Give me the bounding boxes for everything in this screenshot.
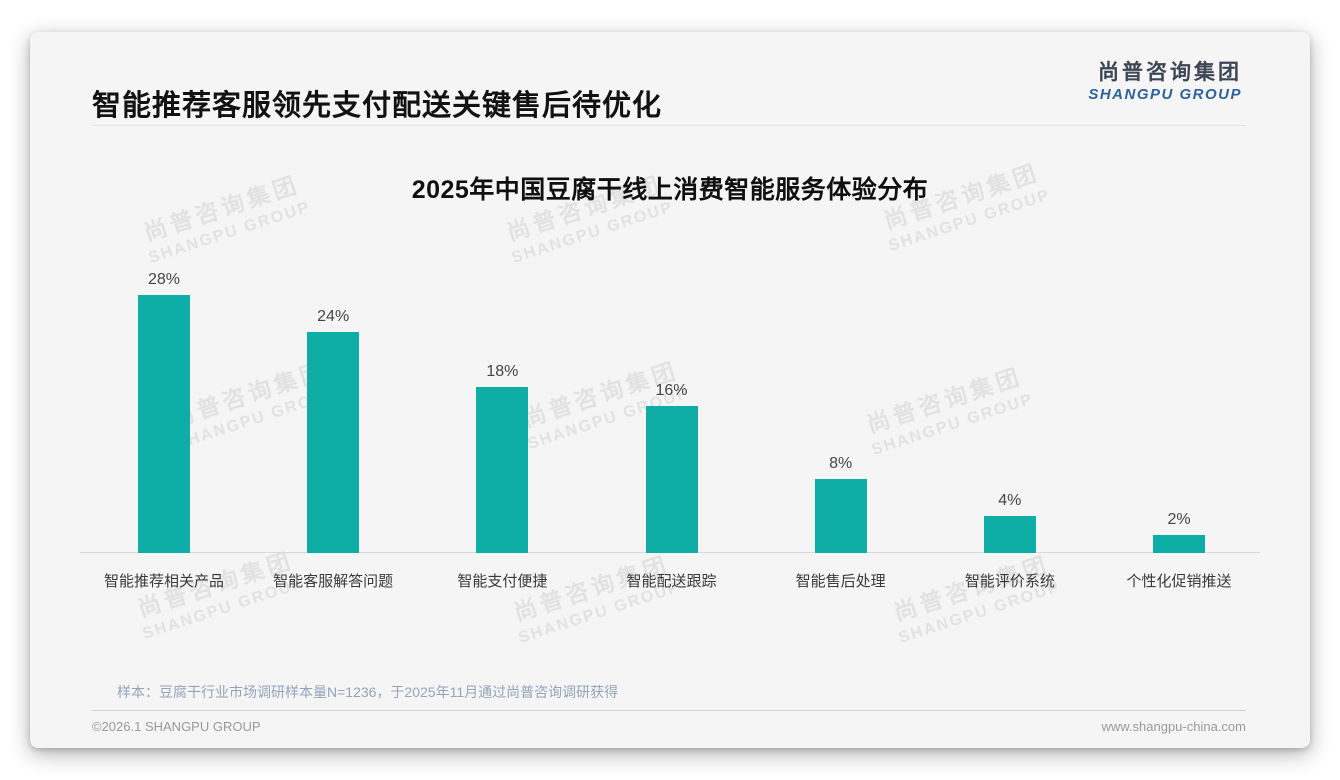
bar-group: 16% <box>588 382 756 553</box>
bar-chart: 28% 智能推荐相关产品 24% 智能客服解答问题 18% 智能支付便捷 16% 智能配送跟踪… <box>30 32 1310 748</box>
bar <box>1153 535 1206 553</box>
bar <box>814 479 867 553</box>
header-divider <box>92 125 1246 126</box>
bar <box>138 295 190 553</box>
category-label: 智能售后处理 <box>795 573 886 590</box>
bar-value-label: 4% <box>998 492 1022 509</box>
bar-value-label: 24% <box>317 308 350 325</box>
category-label: 智能配送跟踪 <box>626 573 717 590</box>
bar-group: 8% <box>757 455 925 553</box>
bar-value-label: 8% <box>829 455 853 472</box>
sample-footnote: 样本：豆腐干行业市场调研样本量N=1236，于2025年11月通过尚普咨询调研获… <box>117 684 619 700</box>
page-title: 智能推荐客服领先支付配送关键售后待优化 <box>92 90 663 122</box>
category-label: 智能评价系统 <box>964 573 1055 590</box>
bar-group: 28% <box>80 271 248 553</box>
logo-english-text: SHANGPU GROUP <box>1088 86 1242 104</box>
bar-value-label: 18% <box>486 363 519 380</box>
bar-group: 24% <box>249 308 417 553</box>
logo-chinese-text: 尚普咨询集团 <box>1098 61 1242 84</box>
slide-card: 智能推荐客服领先支付配送关键售后待优化 尚普咨询集团 SHANGPU GROUP… <box>30 32 1310 748</box>
bar <box>476 387 529 553</box>
bar <box>645 406 698 553</box>
bar-value-label: 2% <box>1167 511 1191 528</box>
footer-divider <box>92 710 1246 711</box>
bar <box>307 332 360 553</box>
category-label: 智能支付便捷 <box>457 573 548 590</box>
bar-value-label: 16% <box>655 382 688 399</box>
category-label: 个性化促销推送 <box>1126 573 1232 590</box>
chart-title: 2025年中国豆腐干线上消费智能服务体验分布 <box>411 176 929 204</box>
category-label: 智能推荐相关产品 <box>103 573 224 590</box>
footer-copyright: ©2026.1 SHANGPU GROUP <box>92 719 261 734</box>
footer-website: www.shangpu-china.com <box>1101 719 1246 734</box>
bar <box>983 516 1036 553</box>
bar-group: 4% <box>926 492 1094 553</box>
category-label: 智能客服解答问题 <box>273 573 394 590</box>
bar-value-label: 28% <box>147 271 181 288</box>
bar-group: 18% <box>418 363 586 553</box>
bar-group: 2% <box>1095 511 1263 553</box>
company-logo: 尚普咨询集团 SHANGPU GROUP <box>1088 60 1242 104</box>
